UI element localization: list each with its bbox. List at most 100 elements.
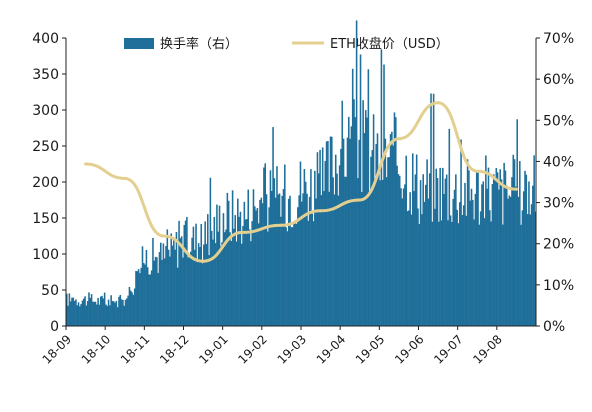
turnover-bar — [140, 267, 142, 326]
turnover-bar — [72, 297, 75, 326]
turnover-bar — [281, 195, 283, 326]
turnover-bar — [101, 295, 103, 326]
left-tick-label: 50 — [41, 283, 59, 299]
right-tick-label: 20% — [543, 237, 574, 253]
turnover-bar — [286, 231, 289, 326]
eth-price-point — [358, 198, 362, 202]
turnover-bar — [388, 157, 391, 326]
turnover-bar — [273, 178, 276, 326]
turnover-bar — [156, 257, 158, 326]
turnover-bar — [304, 181, 307, 326]
turnover-bar — [342, 138, 345, 326]
turnover-bar — [316, 152, 319, 326]
turnover-bar — [442, 167, 444, 326]
turnover-bar — [509, 196, 512, 326]
turnover-bar — [385, 177, 388, 326]
turnover-bar — [170, 233, 172, 326]
turnover-bar — [107, 299, 110, 326]
turnover-bar — [393, 112, 396, 327]
turnover-bar — [307, 220, 310, 326]
turnover-bar — [244, 219, 247, 326]
turnover-bar — [396, 165, 398, 326]
turnover-bar — [387, 157, 389, 326]
turnover-bar — [153, 260, 156, 326]
turnover-bar — [473, 219, 475, 326]
turnover-bar — [213, 216, 216, 326]
turnover-bar — [85, 305, 88, 326]
turnover-bar — [280, 216, 282, 326]
turnover-bar — [434, 208, 436, 326]
turnover-bar — [137, 269, 140, 326]
turnover-bar — [289, 195, 291, 326]
turnover-bar — [489, 210, 491, 326]
x-tick-label: 19-07 — [431, 332, 466, 367]
turnover-bar — [522, 191, 525, 326]
turnover-bar — [451, 221, 453, 326]
left-tick-label: 300 — [32, 103, 59, 119]
turnover-bar — [422, 174, 424, 326]
turnover-bar — [109, 305, 111, 326]
turnover-bar — [217, 231, 219, 326]
turnover-bar — [124, 299, 127, 326]
turnover-bar — [265, 194, 268, 326]
turnover-bar — [257, 223, 260, 326]
turnover-bar — [250, 241, 252, 326]
turnover-bar — [201, 263, 204, 326]
turnover-bar — [340, 148, 342, 326]
right-tick-label: 60% — [543, 72, 574, 88]
turnover-bar — [366, 117, 368, 326]
turnover-bar — [175, 231, 178, 326]
turnover-bar — [223, 232, 226, 326]
x-tick-label: 18-11 — [118, 332, 153, 367]
turnover-bar — [176, 267, 179, 326]
turnover-bar — [520, 224, 522, 326]
turnover-bar — [515, 186, 517, 326]
turnover-bar — [336, 173, 338, 326]
turnover-bar — [534, 211, 537, 326]
turnover-bar — [431, 221, 434, 326]
turnover-bar — [371, 150, 374, 326]
turnover-bar — [483, 218, 486, 326]
turnover-bar — [261, 203, 264, 326]
turnover-bar — [166, 229, 169, 326]
turnover-bar — [364, 110, 367, 327]
turnover-bar — [192, 226, 195, 326]
turnover-bar — [517, 196, 520, 326]
turnover-bar — [227, 200, 230, 326]
turnover-bar — [502, 224, 504, 326]
turnover-bar — [408, 210, 410, 326]
turnover-bar — [254, 206, 256, 326]
eth-price-point — [240, 231, 244, 234]
turnover-bar — [525, 174, 528, 326]
turnover-bar — [445, 174, 448, 326]
turnover-bar — [123, 305, 125, 326]
turnover-bar — [362, 100, 364, 326]
turnover-bar — [383, 64, 385, 326]
turnover-bar — [210, 230, 213, 326]
turnover-bar — [230, 241, 233, 326]
turnover-bar — [81, 300, 84, 326]
turnover-bar — [92, 301, 94, 326]
turnover-bar — [423, 201, 426, 326]
turnover-bar — [239, 211, 242, 326]
turnover-bar — [430, 93, 432, 326]
turnover-bar — [329, 136, 332, 326]
turnover-bar — [341, 100, 344, 326]
turnover-bar — [414, 174, 417, 326]
turnover-bar — [320, 195, 323, 326]
turnover-bar — [472, 199, 474, 326]
turnover-bar — [84, 296, 86, 326]
turnover-bar — [195, 223, 197, 326]
turnover-bar — [337, 195, 340, 326]
turnover-bar — [312, 221, 315, 326]
turnover-bar — [513, 159, 516, 326]
turnover-bar — [374, 185, 376, 326]
turnover-bar — [475, 172, 478, 326]
turnover-bar — [77, 302, 80, 326]
turnover-bar — [71, 297, 73, 326]
turnover-bar — [314, 170, 316, 326]
eth-price-point — [201, 259, 205, 263]
turnover-bar — [231, 190, 234, 326]
turnover-bar — [533, 155, 535, 326]
turnover-bar — [376, 133, 379, 326]
